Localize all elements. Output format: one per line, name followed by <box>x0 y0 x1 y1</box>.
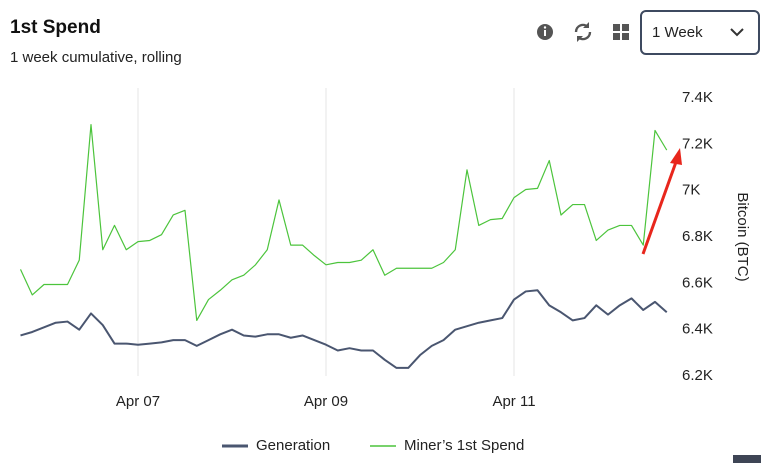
y-tick-label: 6.6K <box>682 274 713 291</box>
y-tick-label: 6.4K <box>682 321 713 338</box>
annotation-arrowhead <box>670 148 682 165</box>
info-icon[interactable] <box>537 24 553 40</box>
grid-icon[interactable] <box>613 24 629 40</box>
x-tick-label: Apr 07 <box>116 393 160 410</box>
y-axis-label: Bitcoin (BTC) <box>734 192 751 281</box>
range-select-label: 1 Week <box>652 24 703 41</box>
plot-area: Apr 07 Apr 09 Apr 11 6.2K 6.4K 6.6K 6.8K 7K 7.2K… <box>19 88 713 454</box>
x-tick-label: Apr 11 <box>492 393 535 410</box>
y-tick-label: 7.2K <box>682 135 713 152</box>
x-tick-label: Apr 09 <box>304 393 348 410</box>
y-tick-label: 6.2K <box>682 367 713 384</box>
range-select[interactable]: 1 Week <box>640 10 760 55</box>
chart-subtitle: 1 week cumulative, rolling <box>10 49 182 66</box>
legend-label: Miner’s 1st Spend <box>404 437 524 454</box>
series-line <box>20 289 668 369</box>
chart-title: 1st Spend <box>10 17 101 38</box>
refresh-icon[interactable] <box>574 22 592 42</box>
series-line <box>19 124 668 321</box>
y-tick-label: 6.8K <box>682 228 713 245</box>
legend-label: Generation <box>256 437 330 454</box>
annotation-arrow <box>641 161 678 255</box>
y-tick-label: 7.4K <box>682 89 713 106</box>
corner-widget <box>733 455 761 463</box>
y-tick-label: 7K <box>682 182 700 199</box>
